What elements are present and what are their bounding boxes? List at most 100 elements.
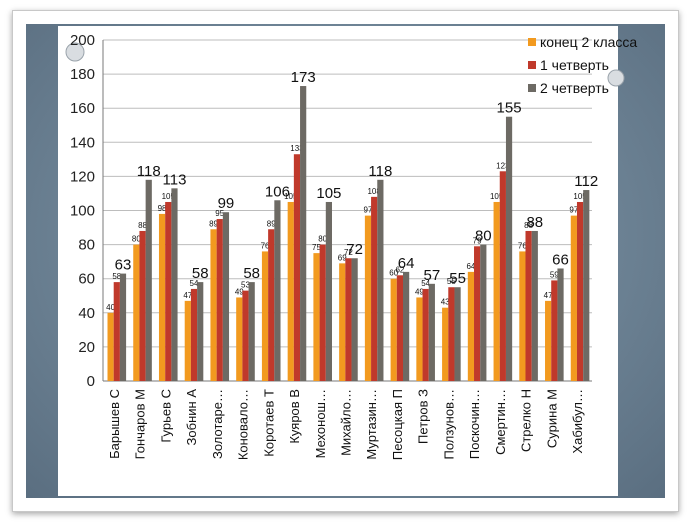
data-label: 105: [573, 192, 587, 201]
data-label: 49: [415, 287, 424, 296]
y-tick-label: 140: [70, 134, 95, 151]
legend-swatch: [528, 38, 536, 46]
data-label: 58: [192, 265, 209, 282]
bar: [448, 287, 455, 381]
x-tick-label: Коротаев Т: [261, 389, 276, 457]
bar: [222, 212, 230, 381]
y-tick-label: 100: [70, 203, 95, 220]
x-tick-label: Барышев С: [107, 389, 122, 459]
bar: [493, 201, 500, 381]
bar: [113, 282, 120, 381]
data-label: 47: [183, 291, 192, 300]
y-tick-label: 120: [70, 168, 95, 185]
data-label: 63: [115, 257, 132, 274]
bar: [268, 229, 275, 381]
x-tick-label: Золотаре…: [210, 389, 225, 459]
bar: [531, 230, 538, 381]
bar: [171, 188, 178, 381]
data-label: 88: [524, 221, 533, 230]
data-label: 79: [473, 236, 482, 245]
bar: [210, 229, 217, 381]
data-label: 64: [398, 255, 415, 272]
bar: [119, 273, 127, 381]
bar: [139, 230, 146, 381]
y-tick-label: 200: [70, 32, 95, 49]
bar: [396, 275, 404, 381]
data-label: 64: [466, 262, 475, 271]
bar: [557, 268, 564, 381]
y-tick-label: 60: [78, 271, 95, 288]
data-label: 118: [137, 163, 161, 180]
bar: [422, 288, 429, 381]
bar: [145, 179, 152, 381]
data-label: 105: [316, 185, 341, 202]
bar: [371, 196, 378, 381]
x-tick-label: Гурьев С: [158, 389, 173, 443]
data-label: 47: [544, 291, 553, 300]
bar: [345, 258, 352, 381]
x-tick-label: Гончаров М: [133, 389, 148, 459]
x-tick-label: Петров З: [416, 389, 431, 444]
y-tick-label: 160: [70, 100, 95, 117]
x-tick-label: Ползунов…: [441, 389, 456, 460]
bar: [351, 258, 358, 381]
legend-label: конец 2 класса: [540, 34, 637, 50]
data-label: 123: [496, 161, 510, 170]
x-tick-label: Сурина М: [544, 389, 559, 448]
bar: [107, 312, 114, 381]
data-label: 97: [569, 206, 578, 215]
bar: [570, 215, 577, 381]
data-label: 97: [364, 206, 373, 215]
x-tick-label: Куяров В: [287, 389, 302, 444]
bar: [216, 219, 223, 381]
data-label: 54: [190, 279, 199, 288]
x-tick-label: Михайло…: [339, 389, 354, 456]
bar: [390, 278, 397, 381]
data-label: 53: [241, 281, 250, 290]
data-label: 57: [423, 267, 440, 284]
data-label: 105: [162, 192, 176, 201]
bar: [583, 190, 590, 381]
data-label: 80: [475, 228, 492, 245]
data-label: 76: [518, 241, 527, 250]
pin-icon: [607, 69, 625, 87]
bar: [184, 300, 191, 381]
bar: [261, 251, 269, 381]
bar: [480, 244, 487, 381]
data-label: 80: [318, 235, 327, 244]
bar: [287, 201, 294, 381]
x-tick-label: Коновало…: [236, 389, 251, 460]
bar: [403, 271, 410, 381]
bar: [525, 230, 532, 381]
bar: [474, 246, 481, 381]
data-label: 105: [284, 192, 298, 201]
bar: [377, 179, 384, 381]
bar: [551, 280, 558, 381]
bar: [416, 297, 423, 381]
bar: [197, 282, 204, 381]
y-tick-label: 20: [78, 339, 95, 356]
data-label: 98: [158, 204, 167, 213]
data-label: 89: [267, 219, 276, 228]
x-tick-label: Поскочин…: [467, 389, 482, 459]
bar: [325, 201, 332, 381]
legend-swatch: [528, 61, 536, 69]
y-tick-label: 40: [78, 305, 95, 322]
bar: [364, 215, 372, 381]
x-tick-label: Хабибул…: [570, 389, 585, 454]
data-label: 75: [312, 243, 321, 252]
bar: [319, 244, 326, 381]
data-label: 88: [526, 214, 543, 231]
bar: [576, 201, 584, 381]
data-label: 108: [367, 187, 381, 196]
x-tick-label: Смертин…: [493, 389, 508, 455]
data-label: 55: [447, 277, 456, 286]
data-label: 55: [449, 270, 466, 287]
bar: [339, 263, 346, 381]
data-label: 89: [209, 219, 218, 228]
data-label: 54: [421, 279, 430, 288]
data-label: 58: [243, 265, 260, 282]
data-label: 72: [344, 248, 353, 257]
bar: [313, 253, 320, 381]
